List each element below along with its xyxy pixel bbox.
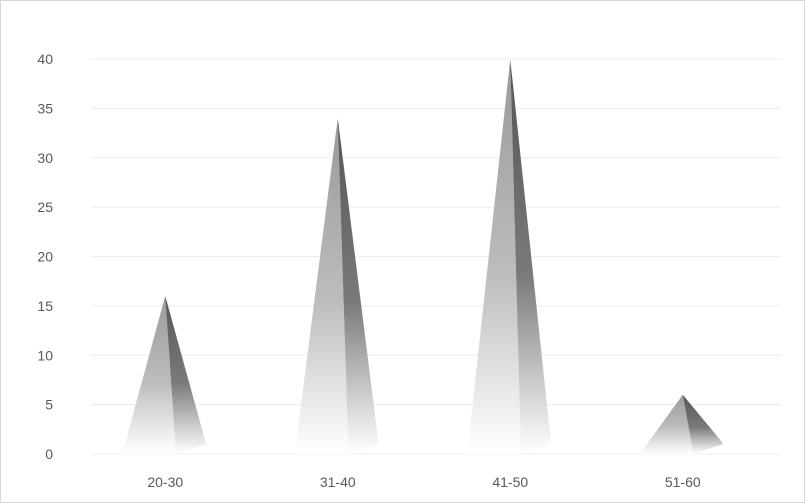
bar-face-light [639, 394, 694, 454]
y-tick-label: 35 [37, 100, 53, 116]
bar-face-dark [510, 59, 552, 454]
bar-face-dark [682, 394, 724, 454]
y-tick-label: 20 [37, 249, 53, 265]
gridlines [91, 58, 781, 455]
x-category-label: 51-60 [665, 474, 701, 490]
y-axis-tick-labels: 0 5 10 15 20 25 30 35 40 [37, 51, 53, 462]
y-tick-label: 5 [45, 397, 53, 413]
bar-face-light [294, 118, 349, 454]
y-tick-label: 15 [37, 298, 53, 314]
y-tick-label: 30 [37, 150, 53, 166]
bar-face-light [122, 296, 176, 454]
bar-31-40 [294, 118, 379, 454]
y-tick-label: 10 [37, 347, 53, 363]
x-category-label: 41-50 [492, 474, 528, 490]
y-tick-label: 0 [45, 446, 53, 462]
bar-face-dark [165, 296, 207, 454]
x-category-label: 20-30 [147, 474, 183, 490]
y-tick-label: 40 [37, 51, 53, 67]
bars [122, 59, 724, 454]
bar-20-30 [122, 296, 207, 454]
bar-face-light [467, 59, 521, 454]
bar-41-50 [467, 59, 552, 454]
bar-face-dark [337, 118, 379, 454]
x-category-label: 31-40 [320, 474, 356, 490]
bar-51-60 [639, 394, 724, 454]
x-axis-category-labels: 20-30 31-40 41-50 51-60 [147, 474, 701, 490]
y-tick-label: 25 [37, 199, 53, 215]
